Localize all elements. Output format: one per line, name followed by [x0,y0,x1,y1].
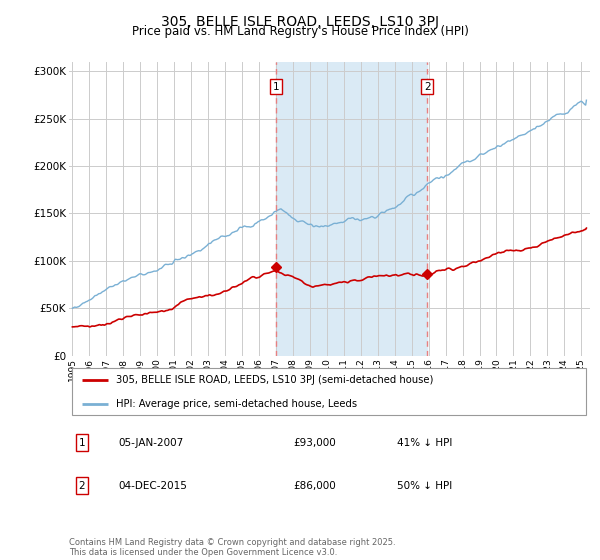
Text: 305, BELLE ISLE ROAD, LEEDS, LS10 3PJ (semi-detached house): 305, BELLE ISLE ROAD, LEEDS, LS10 3PJ (s… [116,375,433,385]
Text: 1: 1 [273,82,280,92]
Text: 50% ↓ HPI: 50% ↓ HPI [397,480,452,491]
Text: 2: 2 [79,480,85,491]
Text: 41% ↓ HPI: 41% ↓ HPI [397,437,452,447]
Text: HPI: Average price, semi-detached house, Leeds: HPI: Average price, semi-detached house,… [116,399,357,409]
FancyBboxPatch shape [71,368,586,415]
Text: Price paid vs. HM Land Registry's House Price Index (HPI): Price paid vs. HM Land Registry's House … [131,25,469,38]
Text: 305, BELLE ISLE ROAD, LEEDS, LS10 3PJ: 305, BELLE ISLE ROAD, LEEDS, LS10 3PJ [161,15,439,29]
Text: 04-DEC-2015: 04-DEC-2015 [118,480,187,491]
Bar [277,62,427,356]
Text: £93,000: £93,000 [293,437,335,447]
Text: 2: 2 [424,82,431,92]
Text: 1: 1 [79,437,85,447]
Text: 05-JAN-2007: 05-JAN-2007 [118,437,184,447]
Text: Contains HM Land Registry data © Crown copyright and database right 2025.
This d: Contains HM Land Registry data © Crown c… [69,538,395,557]
Text: £86,000: £86,000 [293,480,335,491]
